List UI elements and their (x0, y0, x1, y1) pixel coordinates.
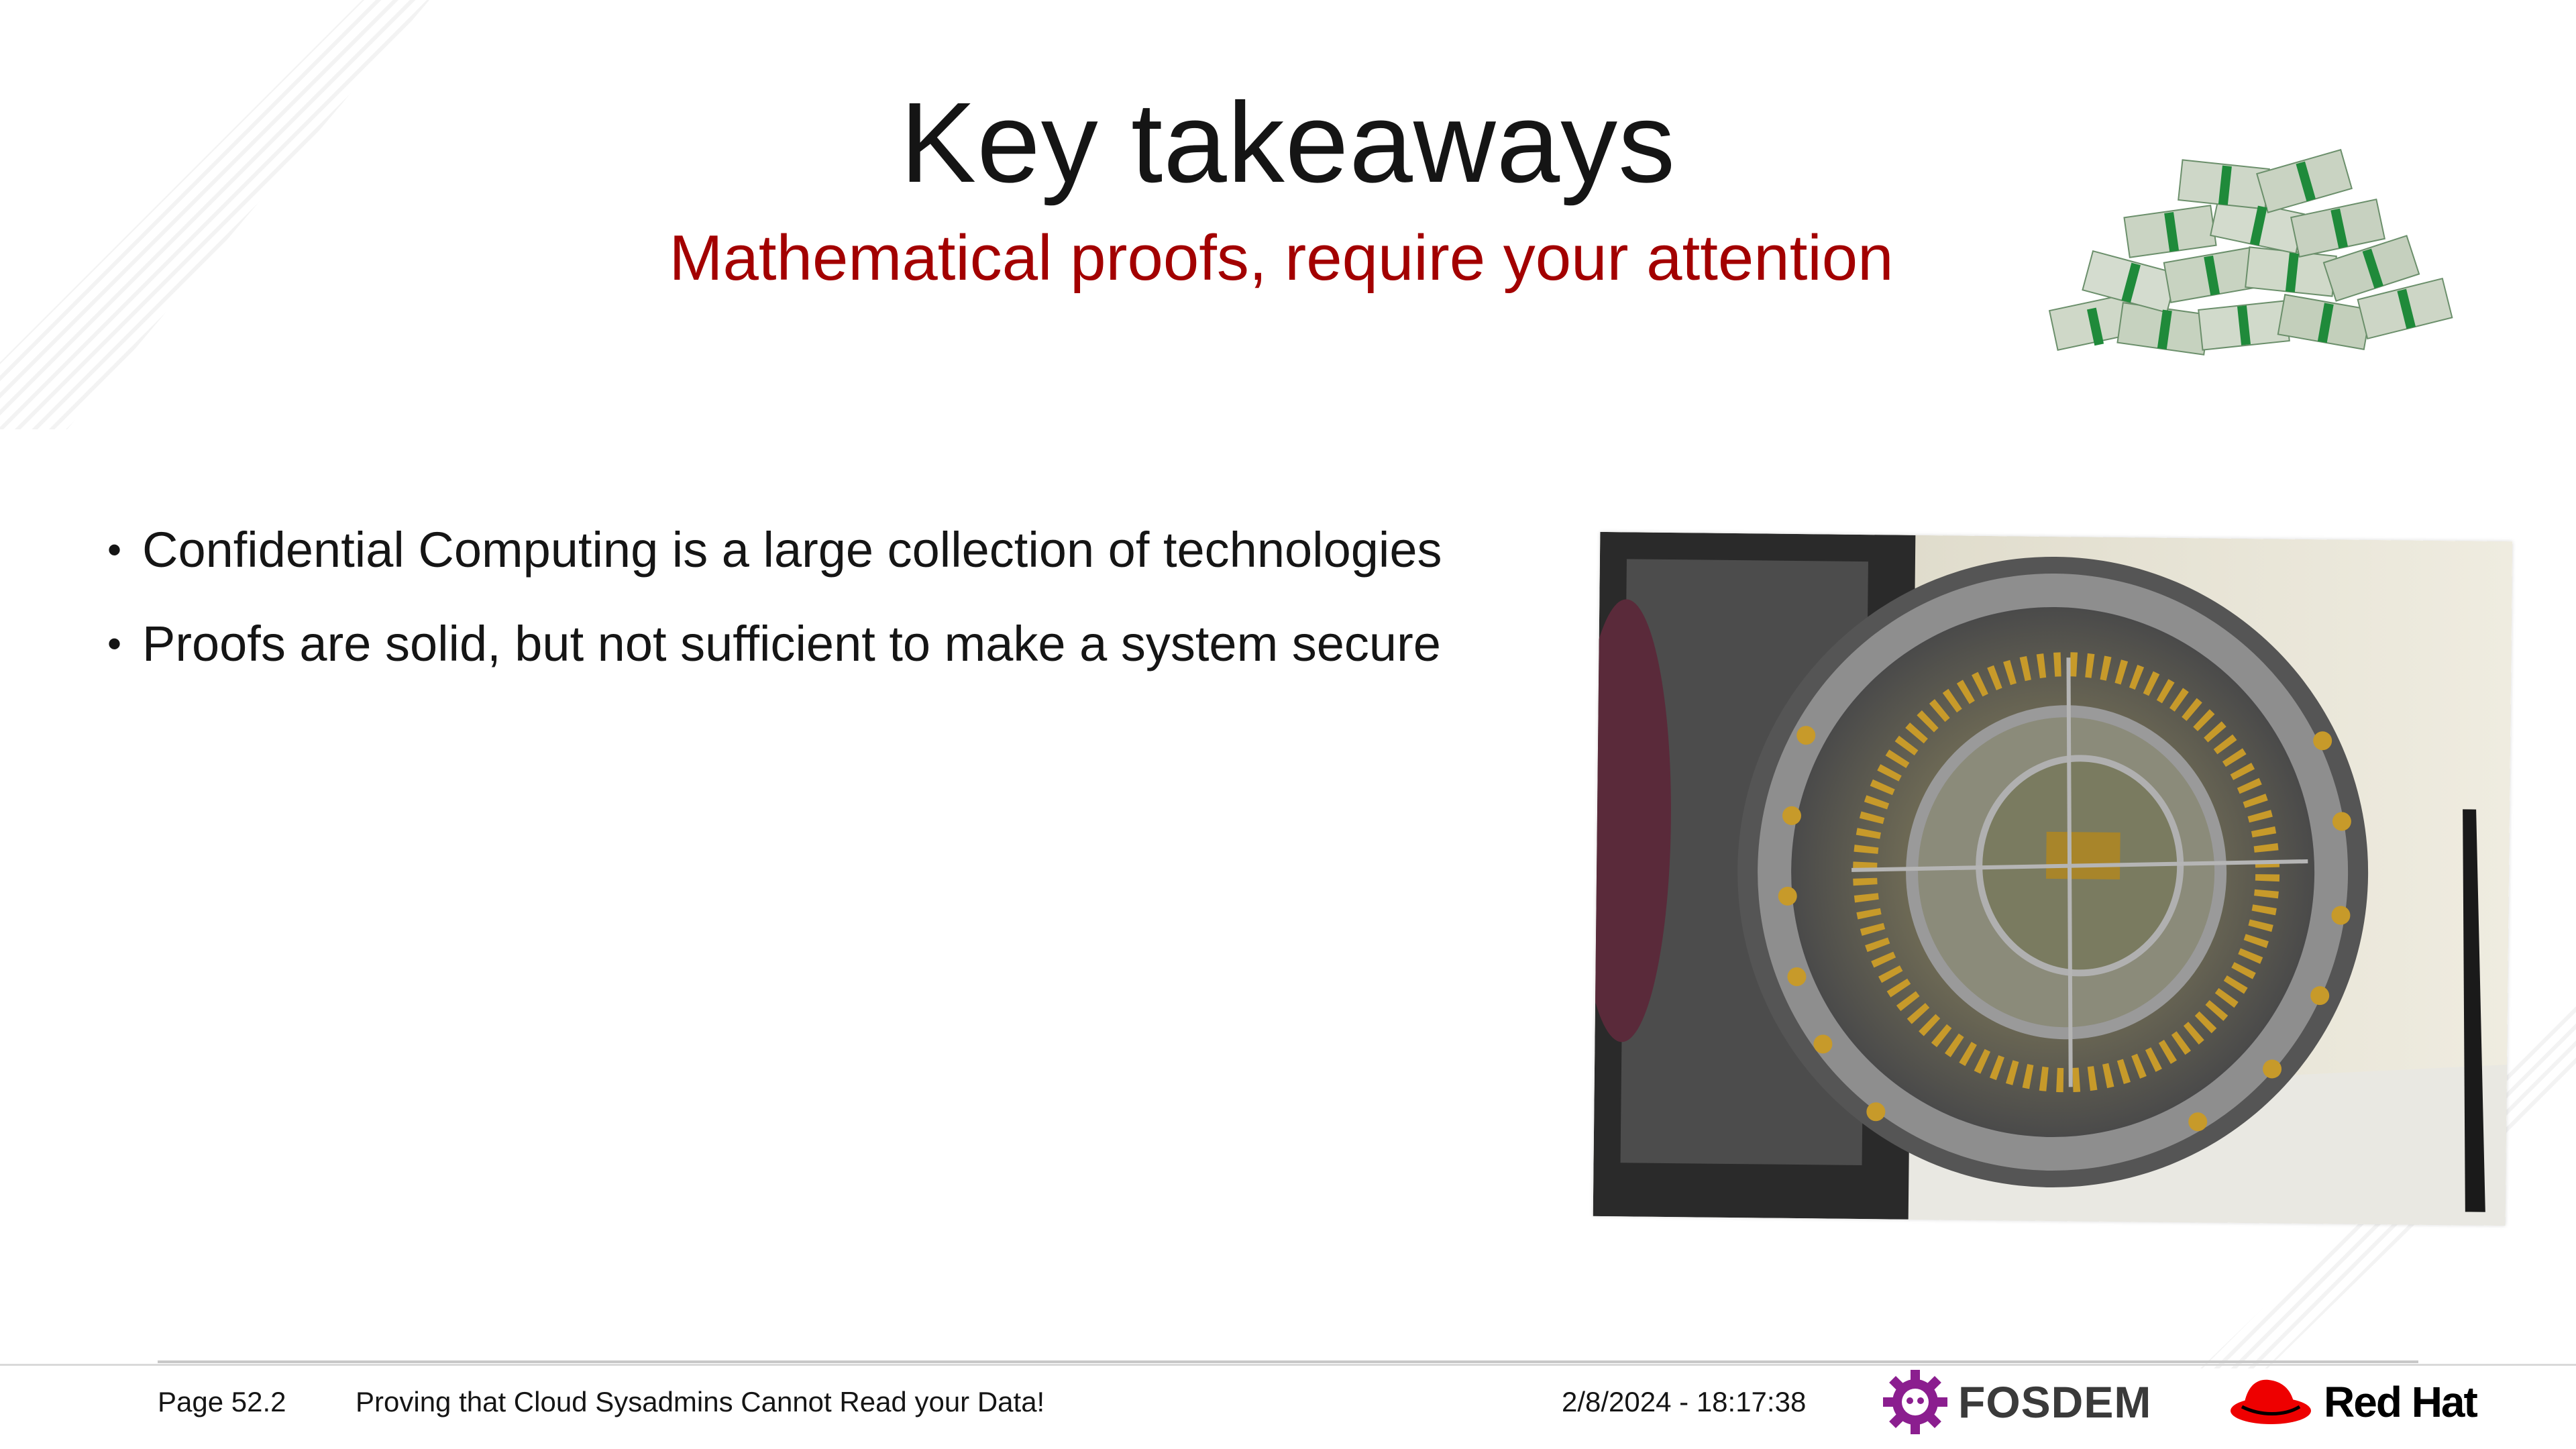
money-stack-image (2048, 149, 2453, 356)
footer-talk-title: Proving that Cloud Sysadmins Cannot Read… (356, 1386, 1045, 1417)
footer-divider-accent (158, 1360, 2418, 1363)
bullet-list: • Confidential Computing is a large coll… (107, 503, 1442, 691)
redhat-logo: Red Hat (2227, 1368, 2478, 1436)
footer-datetime: 2/8/2024 - 18:17:38 (1562, 1386, 1807, 1417)
slide-subtitle: Mathematical proofs, require your attent… (669, 222, 1894, 294)
bullet-dot: • (107, 621, 122, 666)
slide-title: Key takeaways (900, 79, 1676, 207)
bullet-item: • Confidential Computing is a large coll… (107, 503, 1442, 597)
bullet-item: • Proofs are solid, but not sufficient t… (107, 597, 1442, 691)
bullet-text: Confidential Computing is a large collec… (142, 522, 1442, 578)
redhat-hat-icon (2231, 1379, 2311, 1424)
bullet-text: Proofs are solid, but not sufficient to … (142, 616, 1441, 672)
fosdem-logo: FOSDEM (1882, 1365, 2151, 1439)
footer-divider (0, 1364, 2576, 1366)
page-number: Page 52.2 (158, 1386, 286, 1417)
vault-door-image (1593, 531, 2513, 1226)
decorative-pattern-top-left (0, 0, 429, 429)
redhat-label: Red Hat (2324, 1378, 2478, 1426)
bullet-dot: • (107, 527, 122, 572)
fosdem-label: FOSDEM (1958, 1377, 2152, 1427)
fosdem-gear-icon (1883, 1370, 1947, 1434)
